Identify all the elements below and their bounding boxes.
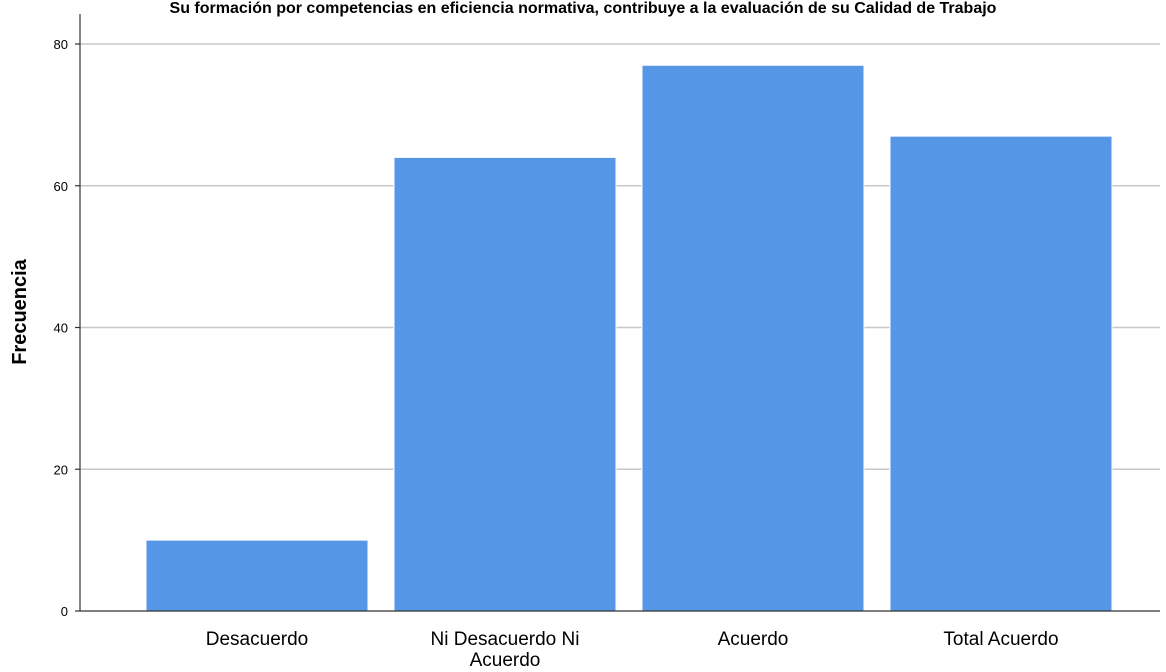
x-tick-labels: Desacuerdo Ni Desacuerdo Ni AcuerdoAcuerdo… [206, 629, 1059, 671]
bar-3 [641, 64, 865, 612]
bar-2 [393, 156, 617, 612]
x-tick-label-4: Total Acuerdo [943, 629, 1058, 650]
x-tick-label-3: Acuerdo [718, 629, 789, 650]
bars [145, 64, 1113, 612]
y-tick-label-20: 20 [54, 462, 68, 477]
x-tick-label-1: Desacuerdo [206, 629, 308, 650]
axes [79, 14, 1160, 612]
y-tick-label-0: 0 [61, 604, 68, 619]
y-axis-label: Frecuencia [9, 258, 31, 364]
y-tick-labels: 0 20 40 60 80 [54, 37, 80, 619]
x-tick-label-2: Ni Desacuerdo Ni Acuerdo [431, 629, 580, 671]
y-tick-label-60: 60 [54, 179, 68, 194]
y-tick-label-40: 40 [54, 321, 68, 336]
x-tick-label-line: Ni Desacuerdo Ni [431, 629, 580, 650]
x-tick-label-line: Acuerdo [718, 629, 789, 650]
x-tick-label-line: Desacuerdo [206, 629, 308, 650]
x-tick-label-line: Acuerdo [470, 650, 541, 671]
x-tick-label-line: Total Acuerdo [943, 629, 1058, 650]
bar-4 [889, 135, 1113, 612]
chart-title: Su formación por competencias en eficien… [170, 0, 997, 17]
y-tick-label-80: 80 [54, 37, 68, 52]
bar-1 [145, 539, 369, 612]
